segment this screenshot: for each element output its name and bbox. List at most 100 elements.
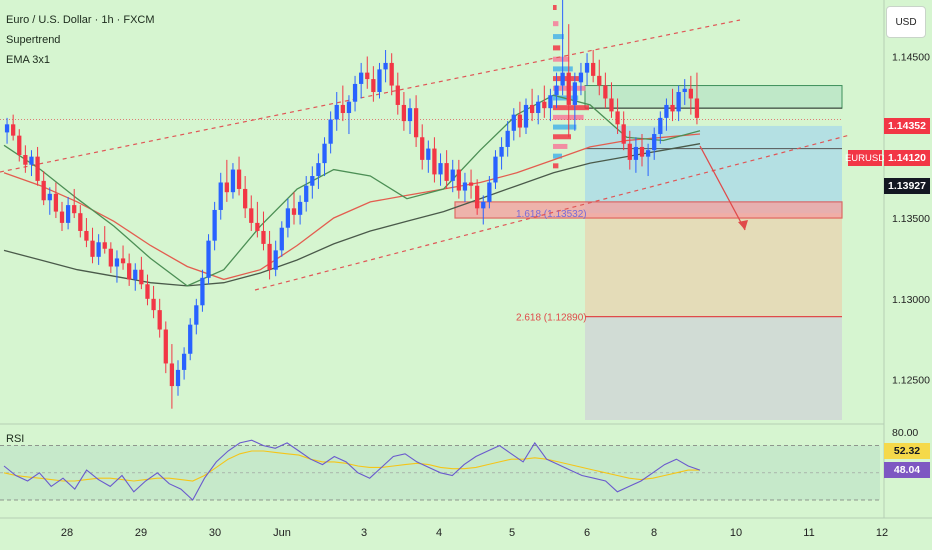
candle-body[interactable] — [566, 72, 571, 105]
candle-body[interactable] — [78, 213, 83, 231]
candle-body[interactable] — [108, 248, 113, 267]
candle-body[interactable] — [4, 124, 10, 133]
candle-body[interactable] — [352, 83, 358, 102]
candle-body[interactable] — [29, 156, 34, 165]
candle-body[interactable] — [694, 98, 700, 118]
candle-body[interactable] — [560, 72, 565, 86]
candle-body[interactable] — [542, 101, 547, 109]
candle-body[interactable] — [505, 130, 510, 147]
candle-body[interactable] — [255, 222, 260, 231]
indicator-supertrend[interactable]: Supertrend — [6, 34, 61, 46]
candle-body[interactable] — [633, 146, 639, 160]
candle-body[interactable] — [285, 208, 291, 228]
candle-body[interactable] — [243, 188, 248, 209]
candle-body[interactable] — [194, 305, 199, 325]
candle-body[interactable] — [591, 62, 596, 76]
candle-body[interactable] — [273, 250, 278, 270]
candle-body[interactable] — [664, 104, 669, 118]
candle-body[interactable] — [383, 62, 388, 70]
candle-body[interactable] — [578, 72, 584, 83]
candle-body[interactable] — [444, 163, 449, 181]
candle-body[interactable] — [316, 163, 321, 177]
candle-body[interactable] — [475, 185, 480, 209]
candle-body[interactable] — [169, 363, 175, 387]
candle-body[interactable] — [554, 85, 559, 96]
candle-body[interactable] — [212, 209, 217, 241]
candle-body[interactable] — [59, 211, 65, 223]
candle-body[interactable] — [511, 114, 516, 131]
candle-body[interactable] — [346, 101, 352, 114]
candle-body[interactable] — [188, 324, 193, 354]
candle-body[interactable] — [84, 230, 89, 241]
candle-body[interactable] — [297, 201, 303, 215]
candle-body[interactable] — [279, 227, 284, 251]
candle-body[interactable] — [621, 124, 626, 144]
candle-body[interactable] — [322, 143, 327, 164]
candle-body[interactable] — [163, 329, 168, 364]
candle-body[interactable] — [23, 155, 28, 165]
candle-body[interactable] — [151, 298, 156, 311]
candle-body[interactable] — [206, 240, 211, 278]
indicator-ema[interactable]: EMA 3x1 — [6, 54, 51, 66]
candle-body[interactable] — [487, 182, 492, 202]
candle-body[interactable] — [462, 182, 468, 191]
candle-body[interactable] — [652, 134, 657, 151]
candle-body[interactable] — [261, 230, 266, 244]
candle-body[interactable] — [493, 156, 498, 183]
candle-body[interactable] — [401, 104, 407, 122]
candle-body[interactable] — [609, 98, 614, 112]
candle-body[interactable] — [426, 148, 431, 160]
candle-body[interactable] — [670, 104, 675, 112]
candle-body[interactable] — [334, 104, 339, 120]
candle-body[interactable] — [133, 269, 138, 280]
candle-body[interactable] — [450, 169, 455, 181]
candle-body[interactable] — [481, 201, 486, 209]
candle-body[interactable] — [340, 104, 345, 114]
candle-body[interactable] — [35, 156, 40, 181]
candle-body[interactable] — [371, 79, 376, 93]
candle-body[interactable] — [407, 108, 413, 122]
candle-body[interactable] — [395, 85, 400, 105]
candle-body[interactable] — [102, 242, 107, 249]
candle-body[interactable] — [389, 62, 394, 86]
candle-body[interactable] — [365, 72, 370, 80]
candle-body[interactable] — [603, 85, 608, 99]
candle-body[interactable] — [438, 163, 443, 175]
candle-body[interactable] — [120, 258, 126, 264]
candle-body[interactable] — [597, 75, 602, 86]
candle-body[interactable] — [432, 148, 437, 175]
candle-body[interactable] — [572, 82, 577, 105]
candle-body[interactable] — [499, 146, 504, 157]
candle-body[interactable] — [615, 111, 620, 125]
candle-body[interactable] — [310, 176, 315, 186]
candle-body[interactable] — [676, 92, 681, 112]
candle-body[interactable] — [72, 205, 77, 214]
candle-body[interactable] — [328, 119, 333, 144]
candle-body[interactable] — [304, 185, 309, 202]
candle-body[interactable] — [230, 169, 236, 193]
candle-body[interactable] — [96, 242, 101, 257]
candle-body[interactable] — [627, 143, 632, 160]
candle-body[interactable] — [536, 101, 541, 114]
candle-body[interactable] — [224, 182, 229, 193]
candle-body[interactable] — [127, 263, 132, 280]
candle-body[interactable] — [420, 137, 425, 160]
candle-body[interactable] — [584, 62, 590, 73]
candle-body[interactable] — [145, 284, 150, 299]
candle-body[interactable] — [291, 208, 297, 215]
candle-body[interactable] — [682, 88, 687, 93]
candle-body[interactable] — [236, 169, 242, 189]
candle-body[interactable] — [377, 69, 382, 93]
candle-body[interactable] — [11, 124, 16, 136]
candle-body[interactable] — [90, 240, 95, 257]
candle-body[interactable] — [658, 117, 663, 135]
candle-body[interactable] — [139, 269, 144, 285]
candle-body[interactable] — [41, 180, 46, 201]
currency-button[interactable]: USD — [886, 6, 926, 38]
candle-body[interactable] — [114, 258, 120, 267]
candle-body[interactable] — [65, 205, 71, 223]
candle-body[interactable] — [17, 135, 22, 156]
candle-body[interactable] — [688, 88, 693, 99]
candle-body[interactable] — [413, 108, 419, 138]
